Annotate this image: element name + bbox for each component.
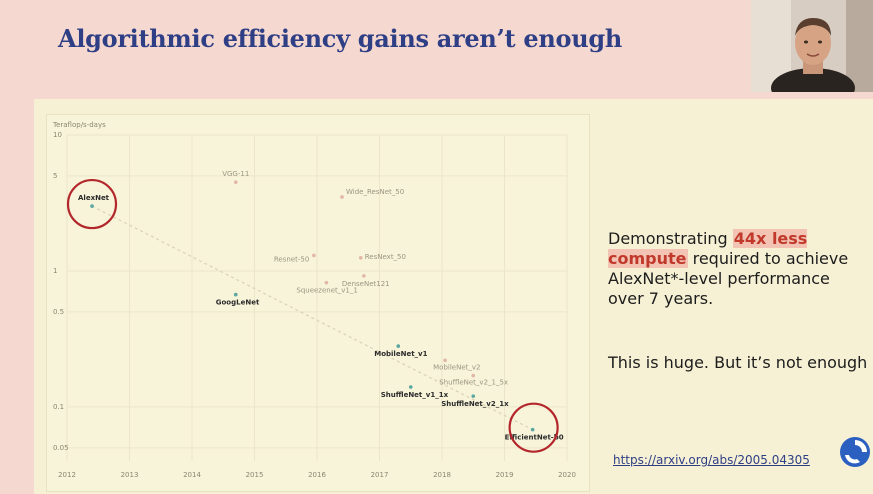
data-point (408, 385, 413, 389)
y-tick-label: 1 (53, 267, 57, 275)
statement-prefix: Demonstrating (608, 229, 733, 248)
data-point (396, 344, 401, 348)
data-point (443, 358, 447, 363)
chart-container: Teraflop/s-days 10 5 1 0.5 0.1 0.05 2012 2013 201… (46, 114, 590, 492)
highlight-circle (66, 178, 118, 230)
data-point (233, 180, 238, 184)
data-point-label: Resnet-50 (274, 255, 309, 263)
data-point (471, 373, 476, 378)
data-point-label: Squeezenet_v1_1 (296, 287, 357, 295)
data-point (471, 394, 476, 398)
data-point-label: ResNext_50 (365, 253, 406, 261)
x-tick-label: 2019 (496, 471, 514, 479)
data-point (324, 280, 329, 285)
y-tick-label: 0.05 (53, 444, 69, 452)
x-tick-label: 2014 (183, 471, 201, 479)
x-tick-label: 2013 (121, 471, 139, 479)
webcam-video (751, 0, 873, 92)
data-point-label: Wide_ResNet_50 (346, 188, 404, 196)
deepmind-logo-icon (838, 435, 872, 469)
data-point-label: ShuffleNet_v2_1x (441, 400, 509, 408)
y-axis-label: Teraflop/s-days (52, 121, 106, 129)
paper-link[interactable]: https://arxiv.org/abs/2005.04305 (613, 453, 810, 467)
data-point-label: ShuffleNet_v1_1x (381, 391, 449, 399)
x-tick-label: 2016 (308, 471, 326, 479)
y-tick-label: 5 (53, 172, 57, 180)
slide-title: Algorithmic efficiency gains aren’t enou… (58, 24, 622, 53)
data-point (340, 195, 344, 199)
y-tick-label: 0.1 (53, 403, 64, 411)
data-point-label: MobileNet_v1 (374, 350, 427, 358)
data-point-label: EfficientNet-b0 (505, 434, 564, 442)
highlight-statement: Demonstrating 44x less compute required … (608, 229, 863, 309)
trend-line (91, 205, 533, 431)
y-tick-label: 0.5 (53, 308, 64, 316)
scatter-chart: Teraflop/s-days 10 5 1 0.5 0.1 0.05 2012 2013 201… (52, 121, 576, 479)
data-point (233, 292, 238, 297)
data-point-label: GoogLeNet (216, 299, 260, 307)
x-tick-label: 2015 (246, 471, 264, 479)
data-point (312, 253, 316, 258)
data-point (90, 204, 94, 208)
data-point-label: MobileNet_v2 (433, 363, 480, 371)
x-tick-label: 2017 (371, 471, 389, 479)
data-point-label: DenseNet121 (342, 280, 390, 288)
x-tick-label: 2012 (58, 471, 76, 479)
y-tick-label: 10 (53, 131, 62, 139)
data-point-label: VGG-11 (222, 170, 249, 178)
data-point (530, 427, 535, 432)
data-point (362, 274, 366, 278)
conclusion-text: This is huge. But it’s not enough (608, 353, 868, 372)
data-point (358, 255, 363, 260)
data-point-label: ShuffleNet_v2_1_5x (439, 379, 508, 387)
statement-suffix: required to achieve AlexNet*-level perfo… (608, 249, 849, 308)
highlight-circle (508, 402, 559, 453)
data-point-label: AlexNet (78, 194, 110, 202)
x-tick-label: 2018 (433, 471, 451, 479)
x-tick-label: 2020 (558, 471, 576, 479)
